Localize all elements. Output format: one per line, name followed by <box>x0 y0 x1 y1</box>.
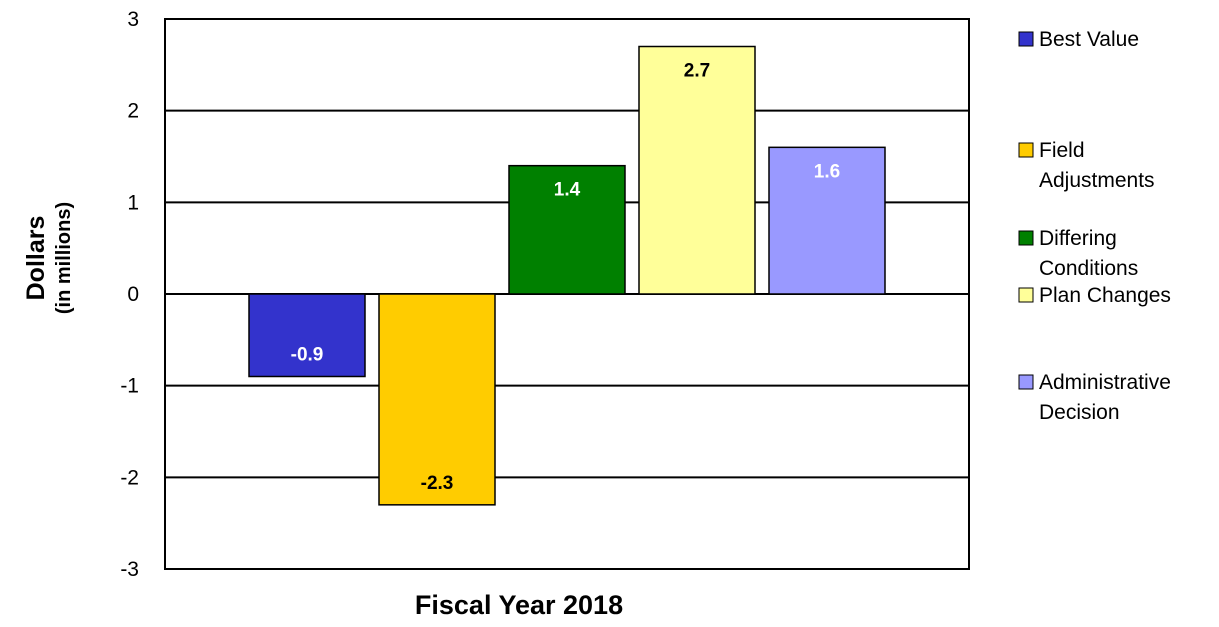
bar <box>768 146 886 295</box>
y-tick-label: -2 <box>120 466 139 489</box>
y-axis-title: Dollars (in millions) <box>22 202 75 314</box>
legend-item: Plan Changes <box>1018 284 1171 307</box>
bar-data-label: 1.6 <box>814 161 840 182</box>
legend-label: Plan Changes <box>1039 284 1171 307</box>
bar-data-label: -2.3 <box>421 473 454 494</box>
bar-data-label: 2.7 <box>684 61 710 82</box>
legend-label: Adjustments <box>1039 169 1155 192</box>
y-tick-label: 2 <box>127 100 139 123</box>
y-axis-title-main: Dollars <box>22 216 50 301</box>
legend-swatch <box>1018 374 1034 390</box>
bar <box>248 293 366 378</box>
y-axis-title-sub: (in millions) <box>53 202 75 314</box>
bars <box>248 45 886 506</box>
bar-data-label: -0.9 <box>291 345 324 366</box>
bar-data-label: 1.4 <box>554 180 581 201</box>
legend-swatch <box>1018 142 1034 158</box>
x-axis-title: Fiscal Year 2018 <box>415 590 623 620</box>
y-tick-label: 0 <box>127 283 139 306</box>
legend-label: Administrative <box>1039 371 1171 394</box>
legend-swatch <box>1018 287 1034 303</box>
y-tick-label: -1 <box>120 375 139 398</box>
legend-label: Decision <box>1039 401 1120 424</box>
legend-label: Field <box>1039 139 1085 162</box>
bar <box>638 45 756 295</box>
legend-item: Administrative Decision <box>1018 371 1171 424</box>
bar <box>508 164 626 295</box>
legend-item: Field Adjustments <box>1018 139 1155 192</box>
legend-item: Differing Conditions <box>1018 227 1138 280</box>
legend-label: Best Value <box>1039 28 1139 51</box>
bar <box>378 293 496 506</box>
legend: Best Value Field Adjustments Differing Condi… <box>1018 28 1171 424</box>
legend-swatch <box>1018 31 1034 47</box>
y-tick-label: -3 <box>120 558 139 581</box>
data-labels: -0.9 -2.3 1.4 2.7 1.6 <box>291 61 841 494</box>
y-tick-label: 3 <box>127 8 139 31</box>
legend-swatch <box>1018 230 1034 246</box>
y-tick-labels: 3 2 1 0 -1 -2 -3 <box>120 8 139 581</box>
legend-item: Best Value <box>1018 28 1139 51</box>
plot-border <box>164 18 970 570</box>
y-tick-label: 1 <box>127 191 139 214</box>
legend-label: Conditions <box>1039 257 1138 280</box>
legend-label: Differing <box>1039 227 1117 250</box>
